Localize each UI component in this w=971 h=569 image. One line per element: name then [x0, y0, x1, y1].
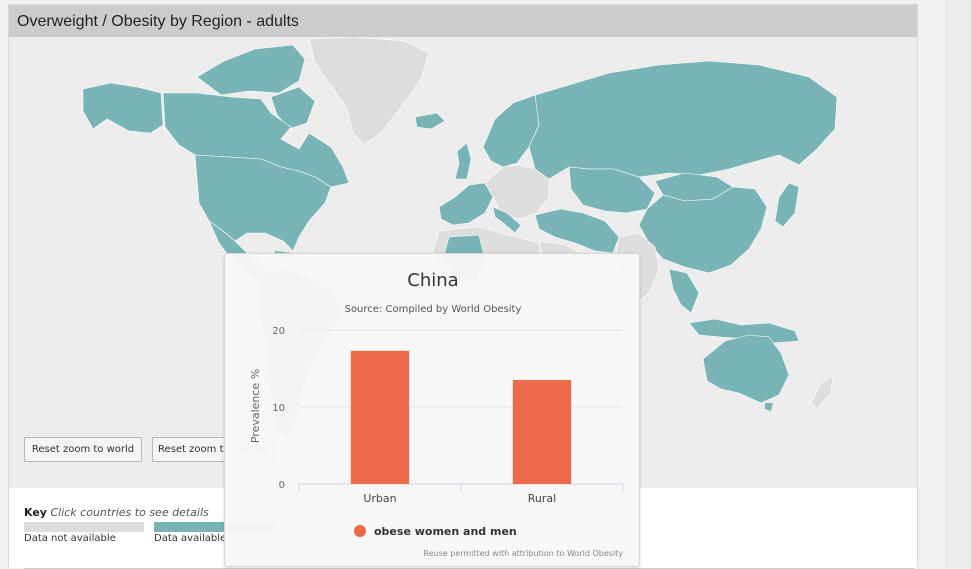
map-region-southeast-asia[interactable] [668, 268, 700, 314]
chart-x-label-rural: Rural [528, 492, 556, 505]
key-swatch-no-data [24, 522, 144, 532]
map-region-western-europe[interactable] [438, 182, 494, 226]
key-hint: Click countries to see details [50, 506, 209, 519]
chart-bar-urban[interactable] [350, 350, 410, 484]
chart-y-tick-label: 10 [272, 403, 285, 414]
panel-header: Overweight / Obesity by Region - adults [9, 5, 917, 37]
map-country-russia[interactable] [528, 60, 838, 180]
reset-zoom-world-button[interactable]: Reset zoom to world [24, 437, 142, 462]
key-label-no-data: Data not available [24, 533, 116, 544]
chart-y-tick-label: 20 [272, 326, 285, 337]
panel-title: Overweight / Obesity by Region - adults [17, 13, 299, 30]
map-region-southern-europe[interactable] [492, 206, 522, 234]
key-label-data: Data available [154, 533, 227, 544]
key-heading: Key Click countries to see details [24, 506, 209, 519]
key-title: Key [24, 506, 47, 519]
chart-y-axis-title: Prevalence % [249, 369, 262, 443]
chart-y-tick-label: 0 [279, 480, 285, 491]
country-detail-popup: China Source: Compiled by World Obesity … [224, 253, 640, 567]
country-chart: China Source: Compiled by World Obesity … [249, 270, 624, 558]
chart-credit: Reuse permitted with attribution to Worl… [423, 549, 623, 558]
legend-label[interactable]: obese women and men [374, 525, 517, 538]
map-country-japan[interactable] [774, 182, 800, 228]
legend-marker [354, 525, 366, 537]
map-country-new-zealand[interactable] [810, 376, 834, 410]
world-map[interactable]: Reset zoom to world Reset zoom to Europe [9, 37, 917, 488]
chart-bar-rural[interactable] [512, 380, 572, 484]
chart-title: China [407, 270, 458, 291]
chart-subtitle: Source: Compiled by World Obesity [345, 304, 522, 315]
key-swatch-data [154, 522, 274, 532]
page-scrollbar-area [946, 0, 971, 567]
map-country-china[interactable] [638, 186, 768, 274]
map-country-iceland[interactable] [414, 112, 446, 130]
map-region-baffin[interactable] [270, 86, 316, 130]
chart-x-label-urban: Urban [363, 492, 396, 505]
map-country-tasmania[interactable] [765, 403, 773, 411]
map-region-indonesia[interactable] [688, 318, 800, 344]
map-country-usa-alaska[interactable] [82, 82, 164, 134]
map-country-uk[interactable] [454, 142, 472, 180]
map-region-arctic-canada[interactable] [196, 44, 306, 96]
map-country-greenland[interactable] [308, 37, 430, 146]
map-country-australia[interactable] [702, 334, 790, 404]
obesity-map-panel: Overweight / Obesity by Region - adults [8, 4, 918, 569]
